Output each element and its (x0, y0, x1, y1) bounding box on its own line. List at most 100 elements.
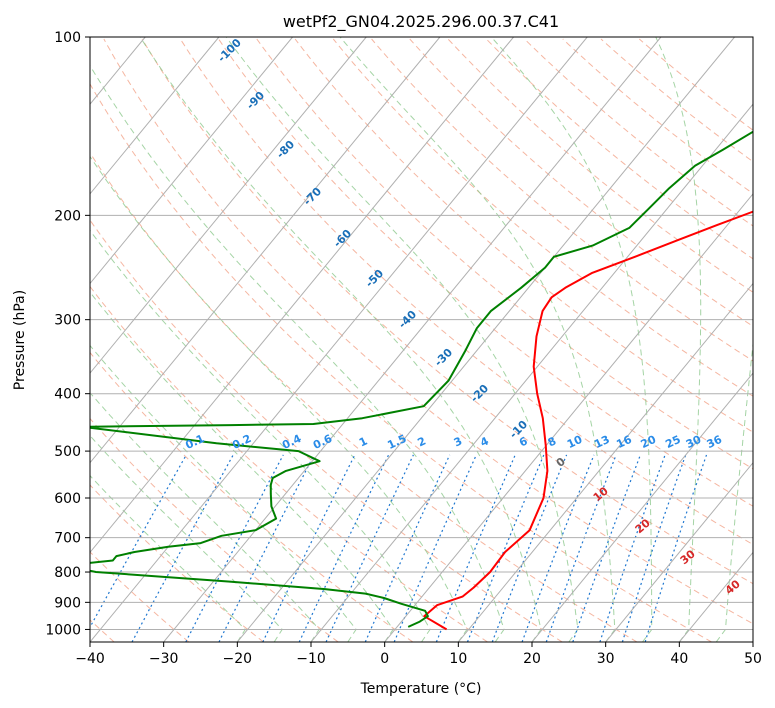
mixing-ratio-line (491, 454, 568, 642)
mixing-ratio-line (393, 454, 477, 642)
data-series (90, 130, 753, 631)
moist-adiabat (90, 229, 431, 642)
y-axis-ticks: 100 200 300 400 500 600 700 800 900 1000 (45, 30, 90, 638)
y-tick-label: 300 (54, 313, 81, 329)
mixing-ratio-label: 13 (592, 433, 611, 451)
y-tick-label: 500 (54, 444, 81, 460)
y-tick-label: 200 (54, 208, 81, 224)
moist-adiabat (90, 392, 320, 642)
mixing-ratio-label: 8 (546, 434, 558, 449)
isotherm-line (531, 372, 753, 642)
x-tick-label: 40 (670, 651, 688, 667)
moist-adiabat (90, 434, 283, 642)
moist-adiabat-label: 10 (591, 484, 611, 504)
dry-adiabat (409, 38, 753, 327)
mixing-ratio-label: 16 (614, 433, 634, 451)
isotherm-line (90, 37, 367, 374)
x-tick-label: 10 (449, 651, 467, 667)
mixing-ratio-label: 25 (663, 433, 682, 451)
mixing-ratio-label: 30 (684, 433, 704, 451)
mixing-ratio-line (521, 454, 595, 642)
y-tick-label: 900 (54, 595, 81, 611)
moist-adiabat (90, 291, 394, 642)
moist-adiabat (90, 155, 468, 642)
isotherm-line (0, 37, 72, 642)
dry-adiabat (218, 38, 753, 507)
isotherm-line (310, 103, 753, 642)
isotherm-line (90, 37, 220, 195)
x-axis-label: Temperature (°C) (360, 681, 482, 697)
mixing-ratio-line (572, 454, 641, 642)
dry-adiabat (179, 38, 753, 546)
isotherm-line (605, 461, 753, 642)
mixing-ratio-line (621, 454, 687, 642)
y-tick-label: 700 (54, 531, 81, 547)
dry-adiabat (294, 38, 753, 433)
dry-adiabat (600, 38, 753, 163)
mixing-ratio-line (435, 454, 516, 642)
dry-adiabat (90, 219, 563, 642)
moist-adiabat (225, 37, 579, 642)
isotherm-line (90, 37, 588, 642)
mixing-ratio-line (131, 454, 234, 642)
plot-frame (89, 36, 754, 643)
moist-adiabat (715, 339, 753, 642)
dry-adiabat-label: -20 (468, 382, 491, 405)
dry-adiabat (256, 38, 753, 470)
dry-adiabat-label: -40 (396, 308, 419, 331)
x-tick-label: 0 (380, 651, 389, 667)
mixing-ratio-line (644, 454, 708, 642)
dry-adiabat (638, 38, 753, 131)
mixing-ratio-line (325, 454, 414, 642)
moist-adiabat-label: 20 (633, 516, 653, 536)
y-tick-label: 800 (54, 565, 81, 581)
mixing-ratio-label: 0.2 (230, 432, 253, 452)
isotherm-line (457, 282, 753, 642)
y-tick-label: 100 (54, 30, 81, 46)
x-tick-label: −20 (223, 651, 253, 667)
moist-adiabat (490, 37, 653, 642)
isotherm-line (236, 37, 735, 642)
dry-adiabat (103, 38, 753, 625)
moist-adiabat (90, 474, 246, 642)
dry-adiabat (90, 417, 339, 642)
isotherm-line (163, 37, 662, 642)
dry-adiabat (332, 38, 753, 397)
reference-labels: 0.1 0.2 0.4 0.6 1 1.5 2 3 4 6 8 10 13 16 20 25 30 36-100-… (183, 36, 743, 597)
x-tick-label: −30 (149, 651, 179, 667)
moist-adiabat (339, 37, 616, 642)
moist-adiabat-label: 40 (723, 577, 743, 597)
x-tick-label: 50 (744, 651, 762, 667)
mixing-ratio-label: 36 (705, 433, 725, 451)
y-tick-label: 600 (54, 491, 81, 507)
isotherm-line (90, 37, 441, 464)
x-tick-label: −40 (75, 651, 105, 667)
moist-adiabat (90, 64, 505, 642)
dry-adiabat (447, 38, 753, 293)
y-axis-label: Pressure (hPa) (12, 290, 28, 390)
mixing-ratio-label: 10 (565, 433, 585, 451)
mixing-ratio-line (90, 454, 187, 629)
isotherm-line (384, 193, 753, 642)
dry-adiabat-label: -50 (363, 267, 386, 290)
mixing-ratio-label: 20 (639, 433, 659, 451)
dry-adiabat-label: -10 (507, 418, 530, 441)
mixing-ratio-label: 1.5 (385, 432, 408, 452)
reference-lines (90, 37, 753, 642)
mixing-ratio-line (599, 454, 666, 642)
dry-adiabat (371, 38, 753, 362)
mixing-ratio-label: 0.6 (311, 432, 334, 452)
x-tick-label: 20 (523, 651, 541, 667)
moist-adiabat (90, 344, 357, 642)
y-tick-label: 1000 (45, 622, 81, 638)
chart-title: wetPf2_GN04.2025.296.00.37.C41 (283, 12, 559, 32)
mixing-ratio-line (364, 454, 451, 642)
x-axis-ticks: −40 −30 −20 −10 0 10 20 30 40 50 (75, 642, 762, 667)
dry-adiabat (90, 484, 264, 642)
dry-adiabat-label: -60 (331, 227, 354, 250)
y-tick-label: 400 (54, 387, 81, 403)
mixing-ratio-label: 0.4 (280, 432, 303, 452)
isotherm-line (90, 37, 293, 285)
dry-adiabat (90, 551, 190, 642)
